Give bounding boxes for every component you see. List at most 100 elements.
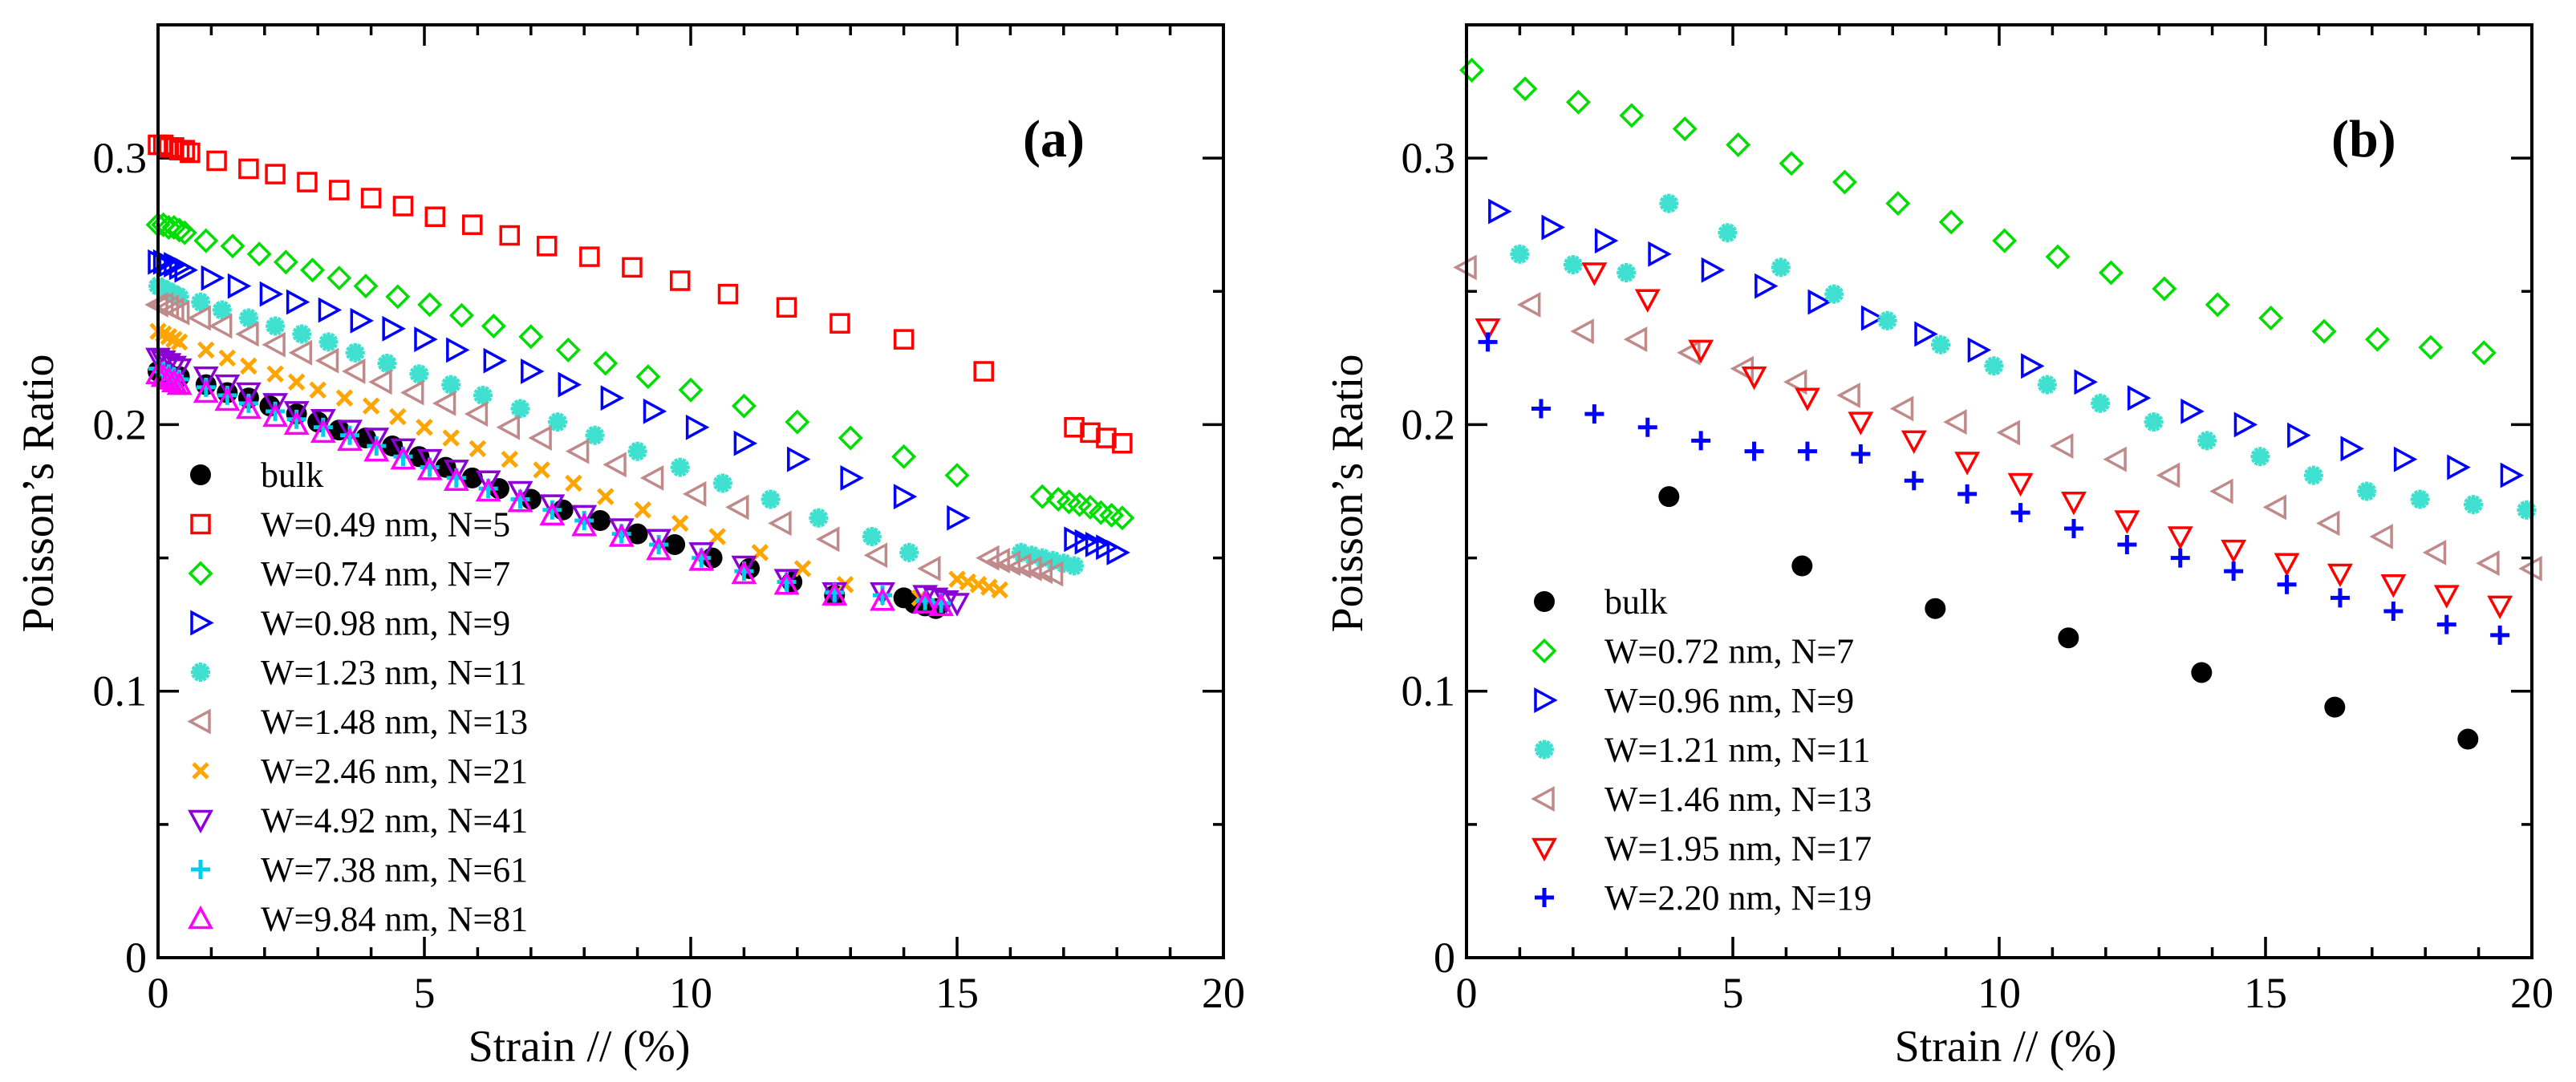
data-point bbox=[286, 289, 310, 315]
data-point bbox=[669, 270, 691, 291]
data-point bbox=[1783, 369, 1807, 395]
panel-b-xlabel: Strain // (%) bbox=[1895, 1022, 2117, 1072]
data-point bbox=[174, 140, 195, 160]
legend-label: W=1.46 nm, N=13 bbox=[1604, 780, 1872, 819]
data-point bbox=[1904, 471, 1924, 491]
data-point bbox=[1510, 244, 1530, 264]
data-point bbox=[507, 480, 533, 505]
data-point bbox=[1011, 542, 1031, 562]
data-point bbox=[259, 281, 284, 307]
data-point bbox=[521, 359, 545, 384]
data-point bbox=[416, 456, 443, 480]
data-point bbox=[193, 228, 219, 253]
data-point bbox=[2061, 492, 2087, 516]
data-point bbox=[209, 313, 233, 339]
legend-marker bbox=[190, 513, 211, 535]
data-point bbox=[1701, 257, 1726, 283]
data-point bbox=[830, 313, 850, 334]
legend-label: W=0.49 nm, N=5 bbox=[261, 505, 510, 545]
data-point bbox=[2262, 494, 2287, 521]
data-point bbox=[2117, 534, 2137, 554]
legend-label: W=0.98 nm, N=9 bbox=[261, 604, 510, 643]
data-point bbox=[2167, 526, 2193, 550]
data-point bbox=[635, 364, 661, 390]
data-point bbox=[1008, 553, 1032, 579]
data-point bbox=[1824, 284, 1844, 304]
data-point bbox=[1106, 539, 1130, 565]
data-point bbox=[238, 308, 258, 328]
data-point bbox=[1637, 417, 1657, 437]
data-point bbox=[571, 513, 598, 537]
data-point bbox=[510, 399, 530, 419]
data-point bbox=[725, 494, 749, 521]
data-point bbox=[1658, 486, 1680, 508]
data-point bbox=[1795, 387, 1820, 411]
data-point bbox=[363, 428, 390, 452]
data-point bbox=[1459, 58, 1485, 83]
data-point bbox=[416, 448, 443, 473]
series-2 bbox=[145, 212, 1135, 531]
data-point bbox=[1512, 76, 1538, 102]
data-point bbox=[682, 480, 707, 507]
data-point bbox=[390, 438, 416, 463]
data-point bbox=[2422, 539, 2447, 565]
data-point bbox=[2021, 353, 2045, 379]
data-point bbox=[314, 347, 339, 374]
data-point bbox=[712, 473, 732, 493]
data-point bbox=[1594, 228, 1619, 254]
data-point bbox=[944, 593, 970, 617]
data-point bbox=[708, 528, 726, 545]
data-point bbox=[528, 425, 552, 451]
data-point bbox=[362, 397, 380, 415]
data-point bbox=[424, 206, 446, 227]
data-point bbox=[283, 401, 310, 425]
x-tick-label: 20 bbox=[2510, 969, 2554, 1017]
legend-label: W=2.20 nm, N=19 bbox=[1604, 878, 1872, 918]
data-point bbox=[571, 505, 598, 529]
x-tick-label: 10 bbox=[1978, 969, 2021, 1017]
y-tick-label: 0.2 bbox=[93, 400, 148, 448]
data-point bbox=[1741, 366, 1767, 391]
data-point bbox=[310, 419, 336, 444]
panel-a-ylabel: Poisson’s Ratio bbox=[14, 355, 63, 633]
data-point bbox=[1077, 494, 1103, 520]
panel-b-tick-labels: 0 5 10 15 20 0 0.1 0.2 0.3 bbox=[1402, 134, 2554, 1017]
data-point bbox=[1029, 484, 1055, 509]
data-point bbox=[664, 533, 686, 555]
data-point bbox=[976, 545, 1000, 571]
data-point bbox=[462, 214, 483, 235]
panel-a-legend: bulk W=0.49 nm, N=5 W=0.74 nm, N=7 W=0.98 n… bbox=[187, 456, 528, 939]
legend-marker bbox=[191, 663, 210, 682]
data-point bbox=[643, 398, 667, 424]
data-point bbox=[685, 414, 710, 440]
data-point bbox=[1064, 417, 1085, 438]
data-point bbox=[1531, 399, 1551, 419]
data-point bbox=[1914, 321, 1938, 347]
legend-marker bbox=[1531, 837, 1557, 862]
data-point bbox=[622, 257, 643, 278]
data-point bbox=[1065, 556, 1085, 576]
data-point bbox=[2364, 326, 2390, 352]
data-point bbox=[1517, 291, 1541, 318]
data-point bbox=[238, 158, 259, 180]
data-point bbox=[548, 412, 567, 432]
data-point bbox=[441, 375, 461, 395]
y-tick-label: 0.2 bbox=[1402, 400, 1456, 448]
data-point bbox=[600, 385, 625, 411]
data-point bbox=[2476, 550, 2500, 577]
legend-marker bbox=[1535, 888, 1554, 907]
data-point bbox=[1954, 452, 1981, 476]
legend-marker bbox=[1531, 786, 1555, 812]
data-point bbox=[1039, 561, 1064, 587]
data-point bbox=[329, 180, 350, 201]
data-point bbox=[342, 359, 366, 384]
data-point bbox=[996, 550, 1021, 577]
data-point bbox=[1967, 337, 1992, 363]
data-point bbox=[191, 292, 211, 312]
panel-b-frame bbox=[1465, 23, 2533, 959]
data-point bbox=[1943, 409, 1967, 436]
x-tick-label: 15 bbox=[935, 969, 979, 1017]
data-point bbox=[863, 542, 888, 569]
legend-marker bbox=[187, 708, 211, 735]
data-point bbox=[292, 324, 312, 344]
